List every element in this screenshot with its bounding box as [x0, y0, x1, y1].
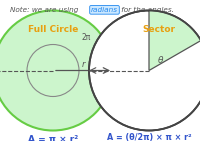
Text: r: r: [82, 60, 85, 69]
Text: A = (θ/2π) × π × r²: A = (θ/2π) × π × r²: [107, 133, 191, 141]
Polygon shape: [149, 10, 200, 70]
Text: radians: radians: [91, 7, 118, 13]
Text: θ: θ: [158, 56, 164, 65]
Text: for the angles.: for the angles.: [119, 7, 174, 13]
Text: Sector: Sector: [142, 25, 176, 34]
Text: Note: we are using: Note: we are using: [10, 7, 81, 13]
Text: A = π × r²: A = π × r²: [28, 135, 78, 141]
Ellipse shape: [89, 10, 200, 131]
Text: Full Circle: Full Circle: [28, 25, 78, 34]
Text: 2π: 2π: [81, 33, 90, 42]
Ellipse shape: [0, 10, 113, 131]
